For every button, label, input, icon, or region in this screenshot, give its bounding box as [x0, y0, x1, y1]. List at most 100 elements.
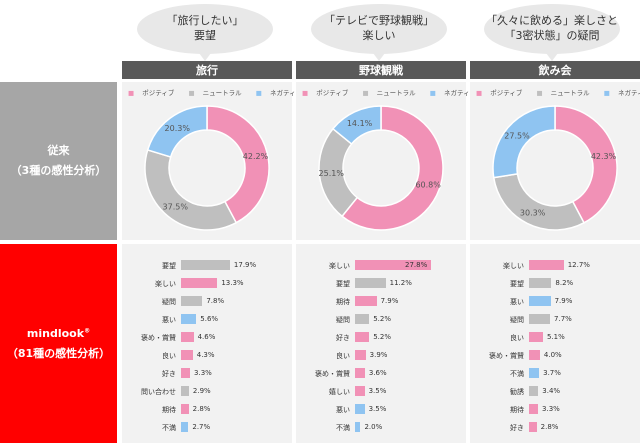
- bar-row: 不満 2.0%: [296, 420, 466, 434]
- bar: [181, 368, 191, 378]
- bar-value-label: 2.8%: [540, 423, 559, 431]
- donut-value-label: 42.2%: [243, 152, 269, 161]
- bar-value-label: 2.9%: [192, 387, 211, 395]
- bar-row: 不満 3.7%: [470, 366, 640, 380]
- bar-category-label: 不満: [162, 424, 176, 432]
- bar-category-label: 好き: [510, 424, 524, 432]
- legend: ■ ポジティブ ■ ニュートラル ■ ネガティブ: [122, 87, 302, 97]
- legend-item-positive: ■ ポジティブ: [476, 89, 523, 97]
- bar: [355, 332, 370, 342]
- bar-value-label: 11.2%: [389, 279, 412, 287]
- bar-category-label: 勧誘: [510, 388, 524, 396]
- bar-row: 良い 4.3%: [122, 348, 292, 362]
- donut-slice-ネガティブ: [331, 105, 382, 146]
- bar: [355, 350, 366, 360]
- bar: [355, 260, 431, 270]
- bar-category-label: 褒め・賞賛: [315, 370, 350, 378]
- legend-item-neutral: ■ ニュートラル: [188, 89, 242, 97]
- bar-value-label: 3.9%: [369, 351, 388, 359]
- bar: [529, 350, 540, 360]
- bar: [181, 404, 189, 414]
- bar: [355, 278, 386, 288]
- bubble-tail: [199, 53, 211, 61]
- bar: [529, 386, 539, 396]
- bar-category-label: 要望: [510, 280, 524, 288]
- bar: [181, 350, 193, 360]
- bar: [181, 332, 194, 342]
- bar-row: 悪い 3.5%: [296, 402, 466, 416]
- bar-value-label: 2.7%: [192, 423, 211, 431]
- donut-value-label: 27.5%: [504, 131, 530, 140]
- column-header-travel: 旅行: [122, 61, 292, 79]
- bar-row: 良い 3.9%: [296, 348, 466, 362]
- bar-category-label: 問い合わせ: [141, 388, 176, 396]
- donut-value-label: 20.3%: [165, 124, 191, 133]
- bar: [181, 296, 203, 306]
- bar-category-label: 褒め・賞賛: [141, 334, 176, 342]
- bar-value-label: 5.1%: [546, 333, 565, 341]
- bar-category-label: 良い: [510, 334, 524, 342]
- bar-row: 好き 2.8%: [470, 420, 640, 434]
- bar-value-label: 3.6%: [368, 369, 387, 377]
- bubble-tail: [373, 53, 385, 61]
- bar: [355, 296, 377, 306]
- bar: [355, 422, 361, 432]
- bar-category-label: 期待: [510, 406, 524, 414]
- bar: [529, 332, 543, 342]
- legend-item-neutral: ■ ニュートラル: [536, 89, 590, 97]
- bar-row: 楽しい 13.3%: [122, 276, 292, 290]
- bar-value-label: 13.3%: [221, 279, 244, 287]
- bar: [355, 404, 365, 414]
- bar-category-label: 良い: [162, 352, 176, 360]
- bar: [529, 278, 552, 288]
- bar-value-label: 2.0%: [364, 423, 383, 431]
- bar-value-label: 27.8%: [404, 261, 428, 269]
- bar-value-label: 7.9%: [380, 297, 399, 305]
- registered-mark: ®: [84, 327, 91, 335]
- legend: ■ ポジティブ ■ ニュートラル ■ ネガティブ: [470, 87, 640, 97]
- bar-category-label: 疑問: [510, 316, 524, 324]
- bar-category-label: 嬉しい: [329, 388, 350, 396]
- bar-category-label: 期待: [336, 298, 350, 306]
- bar-value-label: 4.6%: [197, 333, 216, 341]
- bar-row: 期待 3.3%: [470, 402, 640, 416]
- bar-row: 褒め・賞賛 3.6%: [296, 366, 466, 380]
- bar-category-label: 好き: [162, 370, 176, 378]
- bar-value-label: 3.3%: [194, 369, 212, 377]
- bar: [181, 422, 189, 432]
- bar-row: 楽しい 27.8%: [296, 258, 466, 272]
- bubble-line: 楽しい: [362, 29, 396, 42]
- donut-slice-ポジティブ: [554, 105, 618, 224]
- bubble-line: 「久々に飲める」楽しさと: [486, 14, 618, 28]
- bar: [529, 314, 551, 324]
- donut-chart: 42.3% 30.3% 27.5%: [492, 105, 618, 231]
- bar-row: 悪い 5.6%: [122, 312, 292, 326]
- bar-category-label: 褒め・賞賛: [489, 352, 524, 360]
- bar: [355, 386, 365, 396]
- donut-chart: 42.2% 37.5% 20.3%: [144, 105, 270, 231]
- column-header-drinking: 飲み会: [470, 61, 640, 79]
- legend-item-neutral: ■ ニュートラル: [362, 89, 416, 97]
- donut-value-label: 25.1%: [319, 169, 345, 178]
- bubble-line: 「テレビで野球観戦」: [324, 14, 434, 28]
- bar-category-label: 悪い: [510, 298, 524, 306]
- bar-row: 疑問 7.8%: [122, 294, 292, 308]
- donut-slice-ポジティブ: [206, 105, 270, 224]
- donut-slice-ネガティブ: [492, 105, 556, 179]
- bar-value-label: 4.3%: [196, 351, 215, 359]
- bar: [355, 368, 365, 378]
- bar: [529, 404, 539, 414]
- bar: [529, 368, 540, 378]
- row-label-subtitle: （81種の感性分析）: [6, 346, 111, 360]
- bar-value-label: 5.6%: [200, 315, 219, 323]
- row-label-mindlook: mindlook® （81種の感性分析）: [0, 244, 117, 443]
- bar-panel-travel: 要望 17.9% 楽しい 13.3% 疑問 7.8% 悪い 5.6% 褒め・賞賛 4.6% 良い 4.…: [122, 244, 292, 443]
- bar-value-label: 5.2%: [373, 333, 391, 341]
- legend: ■ ポジティブ ■ ニュートラル ■ ネガティブ: [296, 87, 476, 97]
- donut-slice-ポジティブ: [341, 105, 444, 231]
- donut-slice-ニュートラル: [492, 173, 585, 231]
- bar: [181, 278, 218, 288]
- donut-value-label: 30.3%: [520, 209, 546, 218]
- column-header-baseball: 野球観戦: [296, 61, 466, 79]
- bar-value-label: 3.3%: [542, 405, 560, 413]
